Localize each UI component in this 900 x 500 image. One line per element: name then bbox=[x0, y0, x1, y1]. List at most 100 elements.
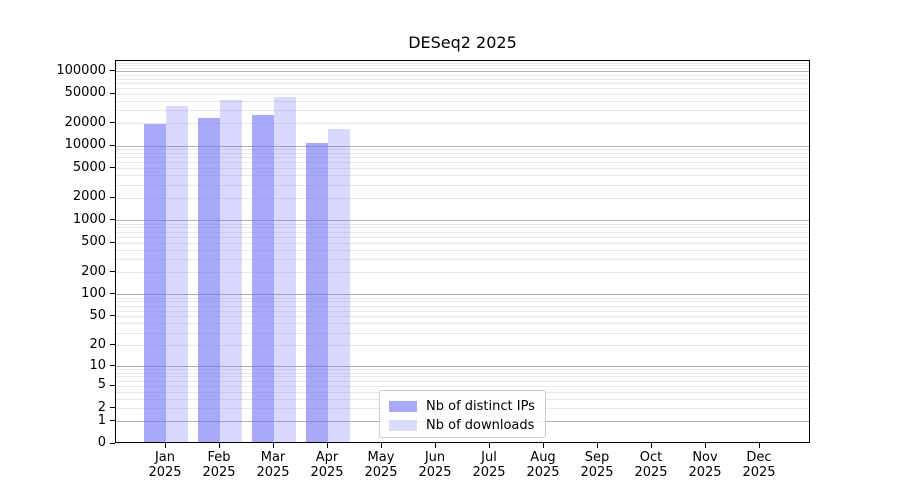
gridline-minor bbox=[116, 223, 809, 225]
y-tick-label: 50000 bbox=[64, 85, 106, 101]
x-tick-mark bbox=[543, 443, 544, 448]
gridline-major bbox=[116, 220, 809, 222]
legend: Nb of distinct IPs Nb of downloads bbox=[379, 390, 546, 438]
y-tick-mark bbox=[110, 442, 115, 444]
x-tick-mark bbox=[651, 443, 652, 448]
gridline-minor bbox=[116, 110, 809, 112]
x-tick-label-may: May 2025 bbox=[364, 450, 398, 480]
gridline-minor bbox=[116, 272, 809, 274]
chart-title: DESeq2 2025 bbox=[408, 33, 517, 52]
gridline-minor bbox=[116, 345, 809, 347]
gridline-minor bbox=[116, 123, 809, 125]
x-tick-label-jan: Jan 2025 bbox=[148, 450, 182, 480]
legend-item-downloads: Nb of downloads bbox=[389, 417, 537, 433]
x-tick-mark bbox=[381, 443, 382, 448]
gridline-minor bbox=[116, 316, 809, 318]
y-tick-label: 5 bbox=[97, 377, 106, 393]
gridline-minor bbox=[116, 78, 809, 80]
x-tick-label-aug: Aug 2025 bbox=[526, 450, 560, 480]
gridline-minor bbox=[116, 259, 809, 260]
legend-label-distinct-ips: Nb of distinct IPs bbox=[426, 398, 535, 414]
bar-jan-downloads bbox=[166, 106, 188, 442]
y-tick-mark bbox=[110, 293, 115, 295]
gridline-minor bbox=[116, 249, 809, 251]
y-tick-label: 100 bbox=[81, 285, 106, 301]
y-tick-label: 20 bbox=[89, 336, 106, 352]
gridline-minor bbox=[116, 74, 809, 76]
y-tick-mark bbox=[110, 167, 115, 169]
y-tick-mark bbox=[110, 219, 115, 221]
y-tick-label: 0 bbox=[97, 435, 106, 450]
gridline-minor bbox=[116, 82, 809, 84]
gridline-minor bbox=[116, 157, 809, 159]
gridline-minor bbox=[116, 369, 809, 371]
x-tick-label-sep: Sep 2025 bbox=[580, 450, 614, 480]
gridline-minor bbox=[116, 376, 809, 378]
bar-apr-distinct-ips bbox=[306, 142, 328, 442]
y-tick-mark bbox=[110, 92, 115, 94]
bar-mar-downloads bbox=[274, 97, 296, 442]
x-tick-label-jul: Jul 2025 bbox=[472, 450, 506, 480]
gridline-minor bbox=[116, 323, 809, 325]
gridline-minor bbox=[116, 65, 809, 67]
x-tick-label-nov: Nov 2025 bbox=[688, 450, 722, 480]
x-tick-mark bbox=[435, 443, 436, 448]
x-tick-mark bbox=[273, 443, 274, 448]
x-tick-label-jun: Jun 2025 bbox=[418, 450, 452, 480]
x-tick-mark bbox=[327, 443, 328, 448]
gridline-minor bbox=[116, 175, 809, 177]
gridline-minor bbox=[116, 301, 809, 303]
gridline-minor bbox=[116, 227, 809, 229]
gridline-major bbox=[116, 294, 809, 296]
gridline-minor bbox=[116, 149, 809, 151]
legend-item-distinct-ips: Nb of distinct IPs bbox=[389, 398, 537, 414]
y-tick-label: 100000 bbox=[56, 62, 106, 78]
gridline-major bbox=[116, 71, 809, 73]
y-tick-mark bbox=[110, 344, 115, 346]
y-tick-label: 5000 bbox=[72, 159, 106, 175]
x-tick-label-dec: Dec 2025 bbox=[742, 450, 776, 480]
y-tick-label: 1000 bbox=[72, 211, 106, 227]
gridline-minor bbox=[116, 310, 809, 312]
x-tick-label-mar: Mar 2025 bbox=[256, 450, 290, 480]
x-tick-mark bbox=[597, 443, 598, 448]
y-tick-label: 10000 bbox=[64, 137, 106, 153]
y-tick-mark bbox=[110, 315, 115, 317]
legend-label-downloads: Nb of downloads bbox=[426, 417, 535, 433]
gridline-minor bbox=[116, 184, 809, 186]
gridline-minor bbox=[116, 231, 809, 233]
y-tick-mark bbox=[110, 384, 115, 386]
x-tick-mark bbox=[219, 443, 220, 448]
y-tick-label: 2000 bbox=[72, 189, 106, 205]
plot-area: Nb of distinct IPs Nb of downloads bbox=[115, 60, 810, 443]
y-tick-label: 10 bbox=[89, 357, 106, 373]
x-tick-mark bbox=[489, 443, 490, 448]
y-tick-label: 20000 bbox=[64, 114, 106, 130]
gridline-minor bbox=[116, 62, 809, 64]
y-tick-mark bbox=[110, 407, 115, 408]
gridline-minor bbox=[116, 332, 809, 334]
gridline-minor bbox=[116, 380, 809, 382]
x-tick-label-feb: Feb 2025 bbox=[202, 450, 236, 480]
y-tick-mark bbox=[110, 70, 115, 72]
gridline-minor bbox=[116, 372, 809, 374]
y-tick-mark bbox=[110, 122, 115, 124]
gridline-minor bbox=[116, 93, 809, 95]
bar-mar-distinct-ips bbox=[252, 115, 274, 442]
gridline-minor bbox=[116, 305, 809, 307]
gridline-minor bbox=[116, 68, 809, 70]
y-tick-mark bbox=[110, 196, 115, 198]
gridline-minor bbox=[116, 162, 809, 164]
y-tick-label: 500 bbox=[81, 234, 106, 249]
y-tick-mark bbox=[110, 420, 115, 422]
gridline-minor bbox=[116, 197, 809, 199]
gridline-minor bbox=[116, 236, 809, 238]
y-tick-mark bbox=[110, 271, 115, 273]
gridline-minor bbox=[116, 168, 809, 170]
x-tick-mark bbox=[705, 443, 706, 448]
gridline-minor bbox=[116, 385, 809, 387]
y-tick-mark bbox=[110, 241, 115, 243]
x-tick-mark bbox=[165, 443, 166, 448]
x-tick-label-oct: Oct 2025 bbox=[634, 450, 668, 480]
